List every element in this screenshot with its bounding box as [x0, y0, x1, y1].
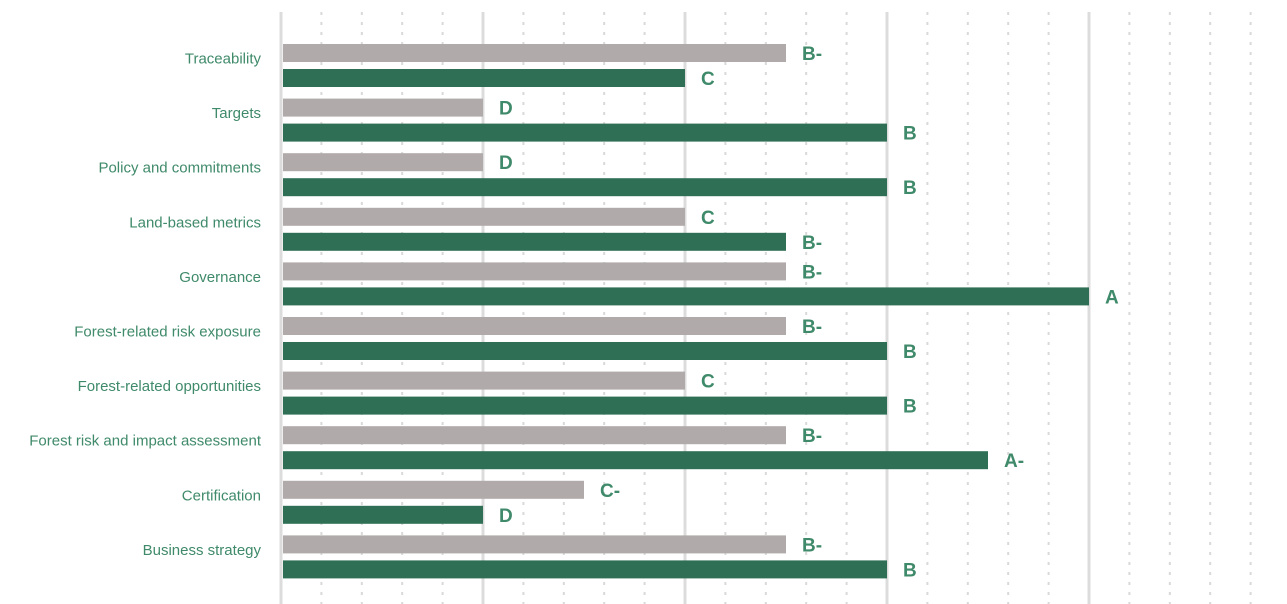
bar-series-1: [283, 153, 483, 172]
category-label: Traceability: [185, 51, 262, 68]
category-label: Forest risk and impact assessment: [29, 433, 262, 450]
grade-label: B-: [802, 317, 822, 338]
labels: B- C Traceability D B Targets D B Policy and com…: [29, 44, 1119, 581]
grade-label: D: [499, 99, 513, 120]
bars: [283, 44, 1089, 579]
grade-label: B: [903, 342, 917, 363]
category-label: Forest-related opportunities: [78, 378, 261, 395]
grade-label: C: [701, 69, 715, 90]
bar-series-2: [283, 505, 483, 524]
bar-series-2: [283, 232, 786, 251]
bar-series-1: [283, 98, 483, 117]
grade-label: D: [499, 506, 513, 527]
category-label: Land-based metrics: [129, 214, 261, 231]
bar-series-1: [283, 480, 584, 499]
category-label: Governance: [179, 269, 261, 286]
bar-series-1: [283, 317, 786, 335]
grade-label: B-: [802, 44, 822, 65]
grade-label: B-: [802, 262, 822, 283]
bar-series-1: [283, 535, 786, 554]
bar-series-1: [283, 207, 685, 226]
bar-series-2: [283, 396, 887, 415]
bar-series-2: [283, 560, 887, 579]
grade-label: B: [903, 124, 917, 145]
bar-series-2: [283, 451, 988, 470]
bar-series-2: [283, 69, 685, 87]
grade-label: B-: [802, 535, 822, 556]
grade-label: B: [903, 560, 917, 581]
grade-label: D: [499, 153, 513, 174]
bar-series-1: [283, 371, 685, 390]
category-label: Forest-related risk exposure: [74, 324, 261, 341]
grade-label: A-: [1004, 451, 1024, 472]
bar-series-2: [283, 178, 887, 197]
grade-label: C: [701, 372, 715, 393]
grade-label: B: [903, 397, 917, 418]
bar-series-1: [283, 262, 786, 281]
grade-label: C-: [600, 481, 620, 502]
grade-label: B-: [802, 426, 822, 447]
bar-series-2: [283, 342, 887, 360]
category-label: Targets: [212, 105, 261, 122]
category-label: Certification: [182, 487, 261, 504]
category-label: Business strategy: [143, 542, 262, 559]
bar-series-1: [283, 44, 786, 62]
grade-label: C: [701, 208, 715, 229]
bar-series-1: [283, 426, 786, 445]
grade-label: B: [903, 178, 917, 199]
grade-label: A: [1105, 287, 1119, 308]
bar-series-2: [283, 123, 887, 142]
grade-label: B-: [802, 233, 822, 254]
category-label: Policy and commitments: [98, 160, 261, 177]
bar-series-2: [283, 287, 1089, 306]
